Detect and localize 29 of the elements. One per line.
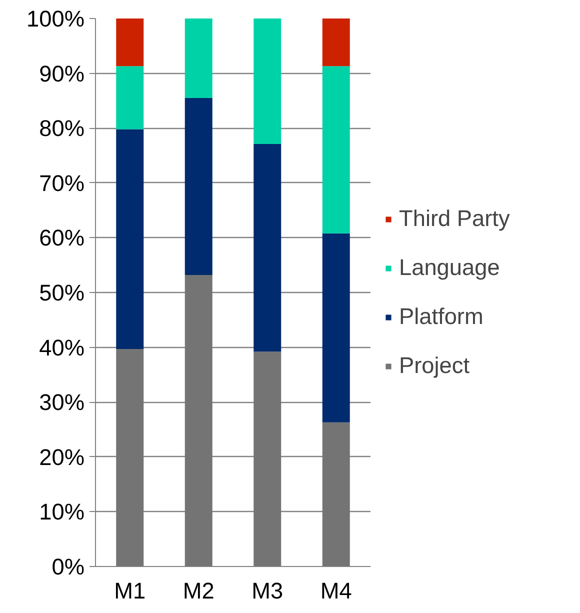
y-tick-label: 30% (39, 389, 85, 416)
y-tick-label: 10% (39, 498, 85, 525)
bar (116, 129, 144, 349)
x-tick-label: M3 (252, 578, 284, 604)
bar (254, 144, 282, 352)
legend-label: Language (399, 254, 500, 281)
x-tick-label: M4 (320, 578, 352, 604)
bar (322, 233, 350, 422)
bar (322, 18, 350, 66)
x-tick-label: M1 (114, 578, 146, 604)
y-tick-label: 50% (39, 280, 85, 306)
legend-label: Platform (399, 303, 484, 330)
y-tick-label: 40% (39, 334, 85, 360)
legend-label: Project (399, 352, 470, 379)
bar (254, 18, 282, 144)
bar (322, 66, 350, 234)
bar (184, 98, 212, 275)
y-tick-label: 0% (52, 554, 85, 580)
y-tick-label: 20% (39, 444, 85, 470)
y-tick-label: 80% (39, 115, 85, 142)
y-tick-label: 100% (26, 6, 85, 32)
y-tick-label: 70% (39, 170, 85, 196)
bar (116, 18, 144, 66)
bar (116, 66, 144, 130)
y-tick-label: 90% (39, 60, 85, 86)
y-tick-label: 60% (39, 224, 85, 251)
legend-label: Third Party (399, 205, 510, 232)
bar (184, 18, 212, 98)
x-tick-label: M2 (182, 578, 214, 604)
